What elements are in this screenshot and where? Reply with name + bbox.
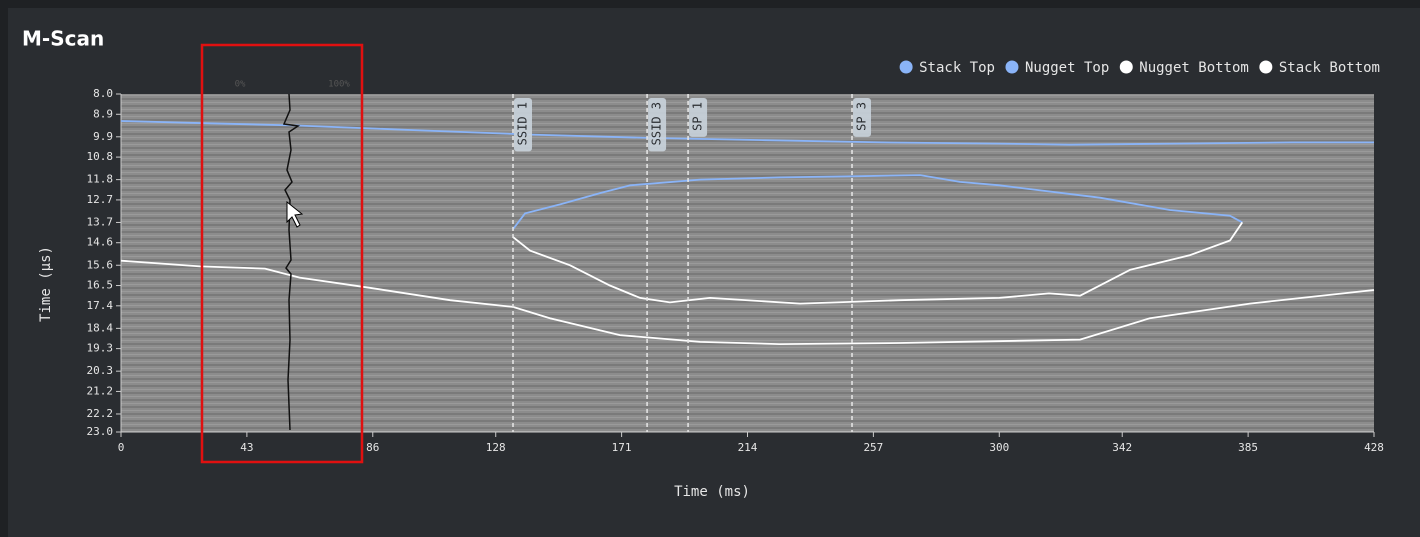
y-tick-label: 22.2 [87, 407, 114, 420]
marker-tag: SP 3 [853, 98, 872, 137]
marker-tag: SP 1 [689, 98, 708, 137]
a-scan-wave [282, 93, 301, 431]
marker-label: SSID 3 [650, 102, 664, 145]
x-tick-label: 300 [989, 441, 1009, 454]
marker-bg [689, 98, 708, 137]
y-tick-label: 10.8 [87, 150, 114, 163]
legend-label: Stack Bottom [1279, 60, 1380, 76]
x-tick-label: 342 [1112, 441, 1132, 454]
x-tick-label: 257 [863, 441, 883, 454]
x-axis-title: Time (ms) [674, 484, 750, 500]
x-tick-label: 385 [1238, 441, 1258, 454]
series-line [120, 259, 1375, 346]
a-scan-min: 0% [235, 80, 246, 90]
x-tick-label: 171 [612, 441, 632, 454]
scan-image [121, 94, 1374, 432]
marker-label: SP 3 [855, 102, 869, 131]
y-tick-label: 19.3 [87, 342, 114, 355]
y-tick-label: 20.3 [87, 364, 114, 377]
marker-bg [648, 98, 667, 152]
y-tick-label: 13.7 [87, 215, 114, 228]
legend-label: Nugget Bottom [1139, 60, 1249, 76]
series-line [512, 221, 1244, 305]
y-tick-label: 18.4 [87, 321, 114, 334]
marker-tag: SSID 1 [514, 98, 533, 152]
y-tick-label: 14.6 [87, 236, 114, 249]
a-scan-window[interactable] [200, 43, 364, 464]
x-tick-label: 128 [486, 441, 506, 454]
plot: 8.0 8.9 9.9 10.8 11.8 12.7 13.7 14.6 15.6 16.5 17.… [87, 87, 1384, 454]
x-tick-label: 214 [738, 441, 758, 454]
legend-swatch [1005, 60, 1019, 74]
series-line [512, 174, 1243, 230]
y-tick-label: 21.2 [87, 384, 114, 397]
y-tick-label: 9.9 [93, 130, 113, 143]
marker-label: SSID 1 [516, 102, 530, 145]
x-tick-label: 86 [366, 441, 379, 454]
legend-label: Stack Top [919, 60, 995, 76]
y-tick-label: 23.0 [87, 425, 114, 438]
y-tick-label: 8.0 [93, 87, 113, 100]
marker-bg [853, 98, 872, 137]
legend-label: Nugget Top [1025, 60, 1109, 76]
y-tick-label: 15.6 [87, 258, 114, 271]
x-tick-label: 0 [118, 441, 125, 454]
y-axis-title: Time (µs) [38, 246, 54, 322]
legend-swatch [1119, 60, 1133, 74]
a-scan-max: 100% [328, 80, 350, 90]
marker-bg [514, 98, 533, 152]
cursor [286, 200, 304, 228]
legend-swatch [899, 60, 913, 74]
marker-label: SP 1 [691, 102, 705, 131]
chart-title: M-Scan [22, 27, 104, 51]
y-tick-label: 16.5 [87, 279, 114, 292]
y-tick-label: 8.9 [93, 107, 113, 120]
x-tick-label: 43 [240, 441, 253, 454]
marker-tag: SSID 3 [648, 98, 667, 152]
y-tick-label: 12.7 [87, 193, 114, 206]
y-tick-label: 11.8 [87, 173, 114, 186]
x-tick-label: 428 [1364, 441, 1384, 454]
legend-swatch [1259, 60, 1273, 74]
y-tick-label: 17.4 [87, 299, 114, 312]
